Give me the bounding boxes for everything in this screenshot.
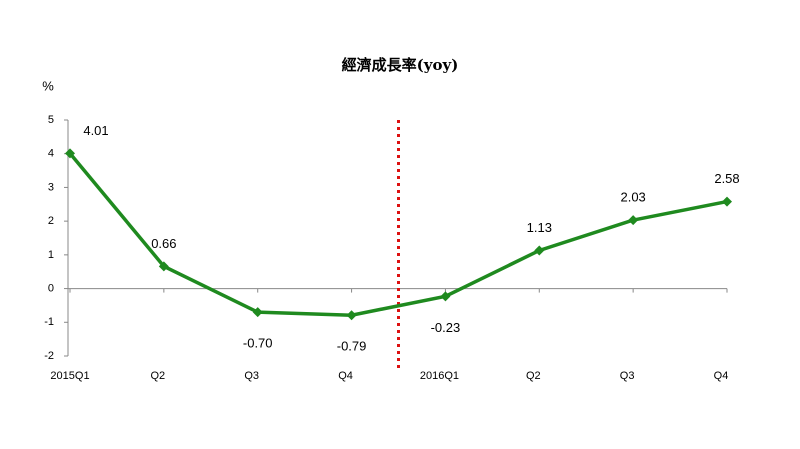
value-label: 1.13 [527, 220, 552, 235]
x-tick-label: 2015Q1 [50, 370, 89, 382]
marker [158, 261, 169, 272]
marker [440, 291, 451, 302]
y-axis-label: % [42, 78, 54, 93]
marker [534, 245, 545, 256]
value-label: -0.23 [431, 320, 461, 335]
x-tick-label: Q2 [151, 370, 166, 382]
value-label: 0.66 [151, 236, 176, 251]
x-tick-label: 2016Q1 [420, 370, 459, 382]
y-tick-label: -1 [44, 316, 54, 328]
x-tick-label: Q4 [714, 370, 729, 382]
x-tick-label: Q3 [620, 370, 635, 382]
x-tick-label: Q2 [526, 370, 541, 382]
y-tick-label: 2 [48, 215, 54, 227]
marker [722, 196, 732, 207]
y-tick-label: -2 [44, 350, 54, 362]
marker [65, 148, 75, 159]
value-label: -0.70 [243, 336, 273, 351]
marker [346, 310, 357, 321]
marker [628, 215, 639, 226]
x-tick-label: Q3 [244, 370, 259, 382]
y-tick-label: 0 [48, 282, 54, 294]
y-tick-label: 3 [48, 181, 54, 193]
value-label: -0.79 [337, 339, 367, 354]
x-tick-label: Q4 [338, 370, 353, 382]
chart-title: 經濟成長率(yoy) [342, 56, 459, 74]
value-label: 4.01 [83, 123, 108, 138]
marker [252, 307, 263, 318]
value-label: 2.58 [714, 171, 739, 186]
y-tick-label: 4 [48, 148, 54, 160]
y-tick-label: 5 [48, 114, 54, 126]
value-label: 2.03 [620, 190, 645, 205]
y-tick-label: 1 [48, 249, 54, 261]
line [68, 152, 728, 317]
